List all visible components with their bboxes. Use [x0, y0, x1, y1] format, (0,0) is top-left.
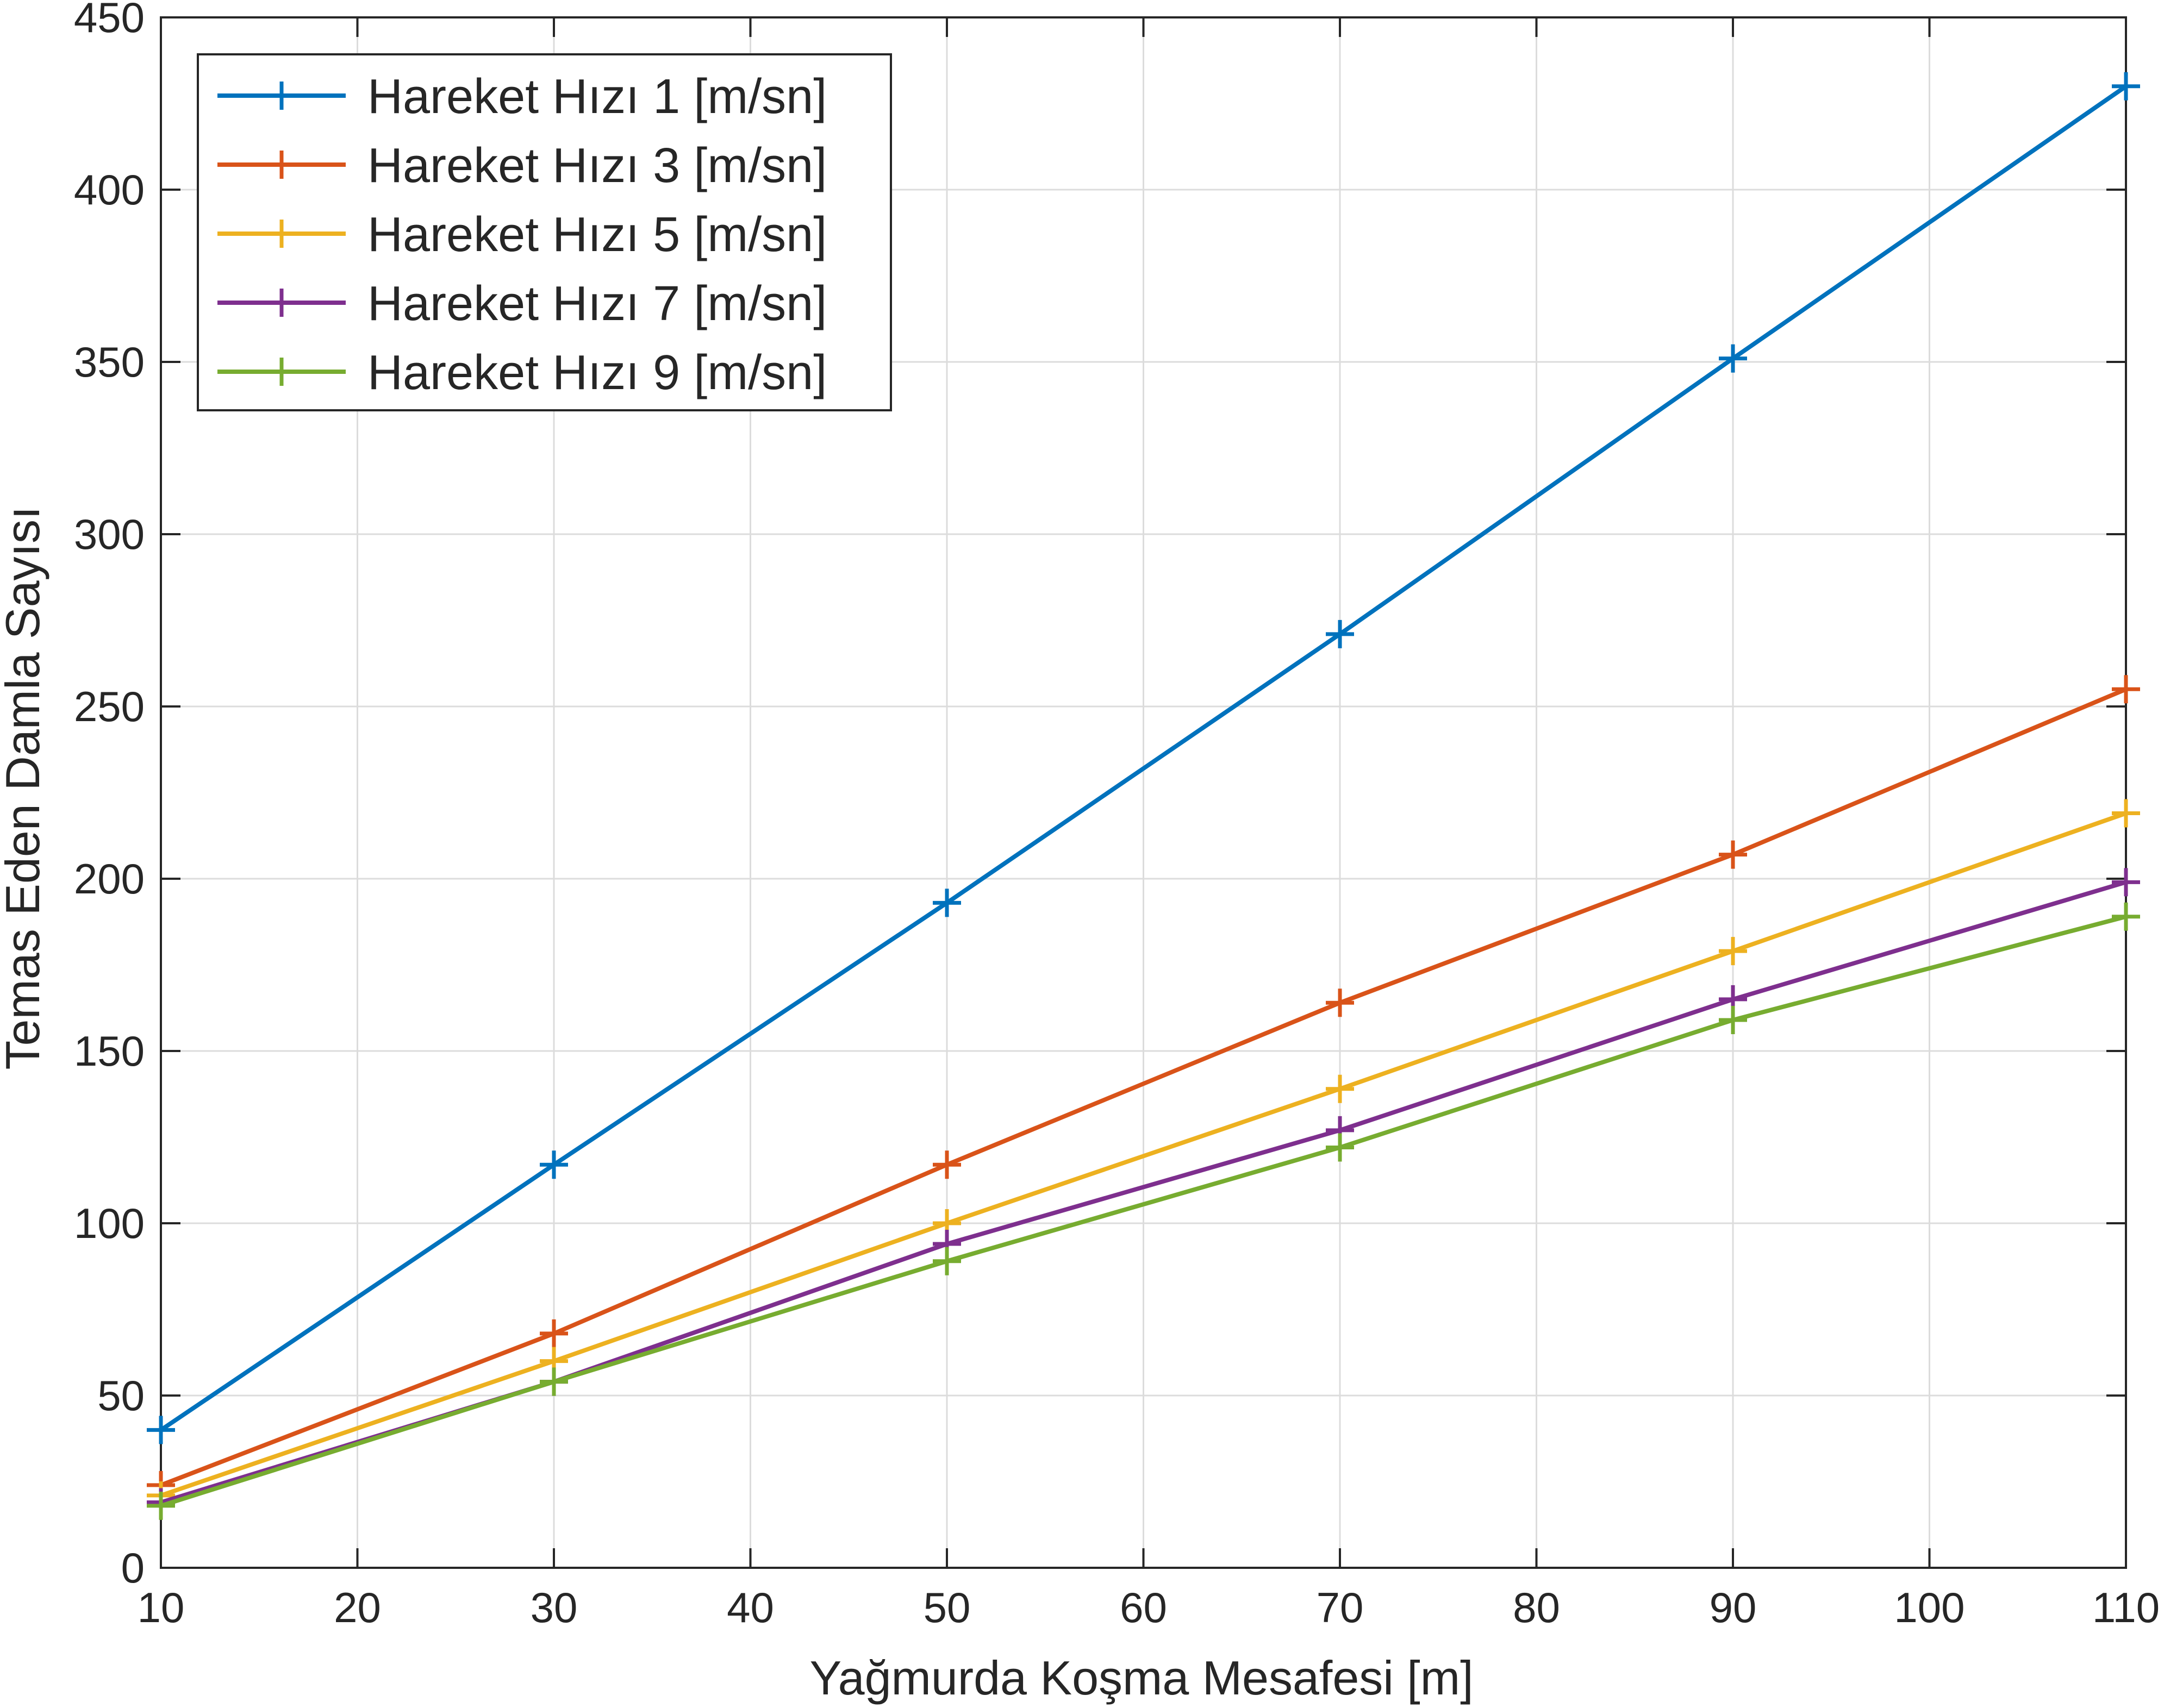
- data-point-marker: [2112, 72, 2140, 101]
- axes: 10 20 30 40 50 60 70 80 90 100 110 0 50 100 150 200 250 3…: [74, 0, 2160, 1631]
- series-line-3: [160, 811, 2127, 1498]
- x-tick-label: 50: [924, 1584, 971, 1631]
- legend-item: Hareket Hızı 1 [m/sn]: [217, 70, 827, 124]
- data-point-marker: [2112, 675, 2140, 704]
- legend: Hareket Hızı 1 [m/sn] Hareket Hızı 3 [m/s…: [197, 53, 892, 411]
- series-line-5: [160, 914, 2127, 1508]
- legend-label: Hareket Hızı 5 [m/sn]: [367, 208, 827, 262]
- y-tick-label: 150: [74, 1027, 145, 1075]
- data-point-marker: [147, 1416, 175, 1444]
- data-point-marker: [540, 1150, 568, 1179]
- legend-item: Hareket Hızı 5 [m/sn]: [217, 208, 827, 262]
- x-tick-label: 80: [1513, 1584, 1560, 1631]
- x-tick-label: 110: [2092, 1584, 2160, 1631]
- y-tick-label: 0: [121, 1544, 145, 1592]
- x-tick-label: 90: [1710, 1584, 1757, 1631]
- data-point-marker: [1719, 840, 1747, 869]
- y-axis-title: Temas Eden Damla Sayısı: [0, 506, 49, 1070]
- series-line-2: [160, 687, 2127, 1487]
- data-point-marker: [1719, 1005, 1747, 1034]
- x-tick-label: 60: [1120, 1584, 1167, 1631]
- x-tick-label: 70: [1317, 1584, 1364, 1631]
- data-point-marker: [2112, 902, 2140, 931]
- data-point-marker: [1719, 344, 1747, 373]
- series-line-1: [159, 84, 2128, 1432]
- series-group: [147, 72, 2140, 1520]
- y-tick-label: 50: [97, 1372, 145, 1419]
- y-tick-label: 200: [74, 855, 145, 903]
- legend-item: Hareket Hızı 7 [m/sn]: [217, 277, 827, 331]
- legend-label: Hareket Hızı 9 [m/sn]: [367, 346, 827, 400]
- data-point-marker: [1326, 1074, 1354, 1103]
- data-point-marker: [147, 1491, 175, 1520]
- data-point-marker: [2112, 799, 2140, 828]
- data-point-marker: [540, 1367, 568, 1396]
- data-point-marker: [540, 1319, 568, 1348]
- data-point-marker: [933, 1247, 961, 1275]
- y-tick-label: 300: [74, 510, 145, 558]
- data-point-marker: [2112, 868, 2140, 897]
- x-tick-label: 40: [727, 1584, 774, 1631]
- data-point-marker: [1326, 620, 1354, 648]
- data-point-marker: [1719, 937, 1747, 966]
- y-tick-label: 350: [74, 338, 145, 386]
- legend-label: Hareket Hızı 1 [m/sn]: [367, 70, 827, 124]
- x-tick-label: 10: [138, 1584, 185, 1631]
- data-point-marker: [933, 1150, 961, 1179]
- legend-label: Hareket Hızı 3 [m/sn]: [367, 139, 827, 193]
- y-tick-label: 250: [74, 683, 145, 730]
- x-tick-label: 100: [1894, 1584, 1965, 1631]
- data-point-marker: [933, 889, 961, 917]
- legend-item: Hareket Hızı 3 [m/sn]: [217, 139, 827, 193]
- data-point-marker: [1326, 1133, 1354, 1162]
- y-tick-label: 400: [74, 166, 145, 214]
- y-tick-label: 450: [74, 0, 145, 41]
- x-tick-label: 20: [334, 1584, 381, 1631]
- data-point-marker: [1326, 988, 1354, 1017]
- y-tick-label: 100: [74, 1199, 145, 1247]
- legend-label: Hareket Hızı 7 [m/sn]: [367, 277, 827, 331]
- legend-item: Hareket Hızı 9 [m/sn]: [217, 346, 827, 400]
- x-axis-title: Yağmurda Koşma Mesafesi [m]: [809, 1651, 1473, 1705]
- x-tick-label: 30: [531, 1584, 578, 1631]
